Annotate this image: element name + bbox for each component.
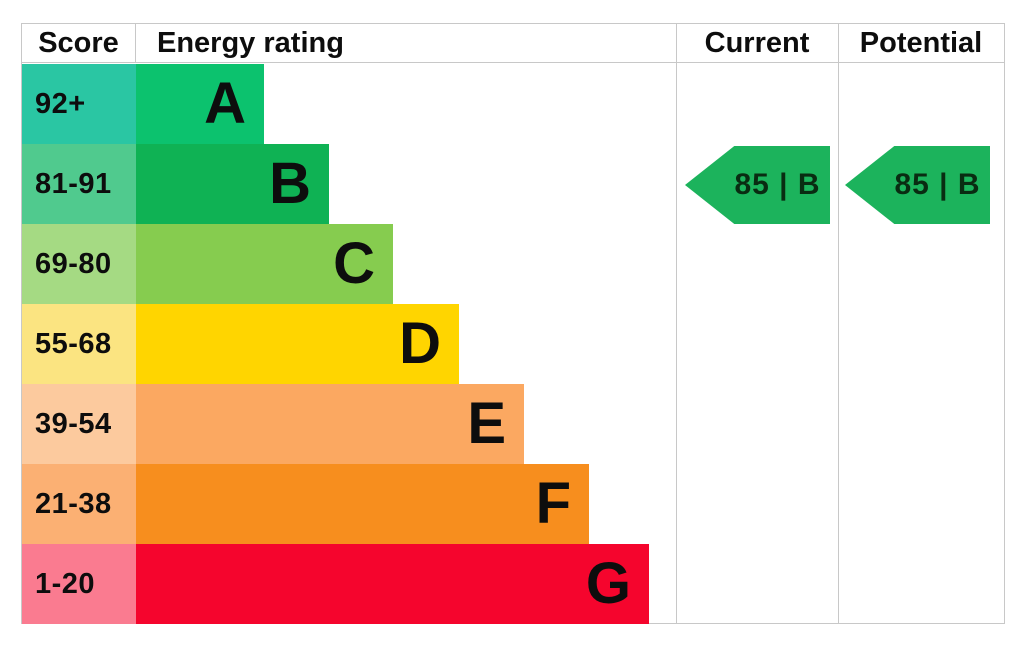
score-range-b: 81-91 — [22, 144, 136, 224]
rating-bar-b: B — [136, 144, 329, 224]
table-header-row: Score Energy rating Current Potential — [22, 24, 1004, 63]
band-row-e: 39-54 E — [22, 384, 676, 464]
score-range-e: 39-54 — [22, 384, 136, 464]
band-row-f: 21-38 F — [22, 464, 676, 544]
score-range-f: 21-38 — [22, 464, 136, 544]
header-energy-rating: Energy rating — [157, 27, 344, 59]
header-current: Current — [704, 27, 810, 59]
band-row-a: 92+ A — [22, 64, 676, 144]
rating-bar-d: D — [136, 304, 459, 384]
current-rating-badge: 85 | B — [685, 146, 830, 224]
header-potential: Potential — [859, 27, 983, 59]
rating-bar-g: G — [136, 544, 649, 624]
score-range-a: 92+ — [22, 64, 136, 144]
score-range-d: 55-68 — [22, 304, 136, 384]
band-row-c: 69-80 C — [22, 224, 676, 304]
potential-column-divider — [838, 24, 839, 623]
epc-table: Score Energy rating Current Potential 92… — [21, 23, 1005, 624]
score-range-c: 69-80 — [22, 224, 136, 304]
current-column-divider — [676, 24, 677, 623]
rating-bar-a: A — [136, 64, 264, 144]
header-score: Score — [22, 24, 136, 63]
score-range-g: 1-20 — [22, 544, 136, 624]
rating-bar-e: E — [136, 384, 524, 464]
band-row-d: 55-68 D — [22, 304, 676, 384]
band-row-g: 1-20 G — [22, 544, 676, 624]
rating-bar-c: C — [136, 224, 393, 304]
band-row-b: 81-91 B — [22, 144, 676, 224]
rating-bar-f: F — [136, 464, 589, 544]
potential-rating-badge: 85 | B — [845, 146, 990, 224]
